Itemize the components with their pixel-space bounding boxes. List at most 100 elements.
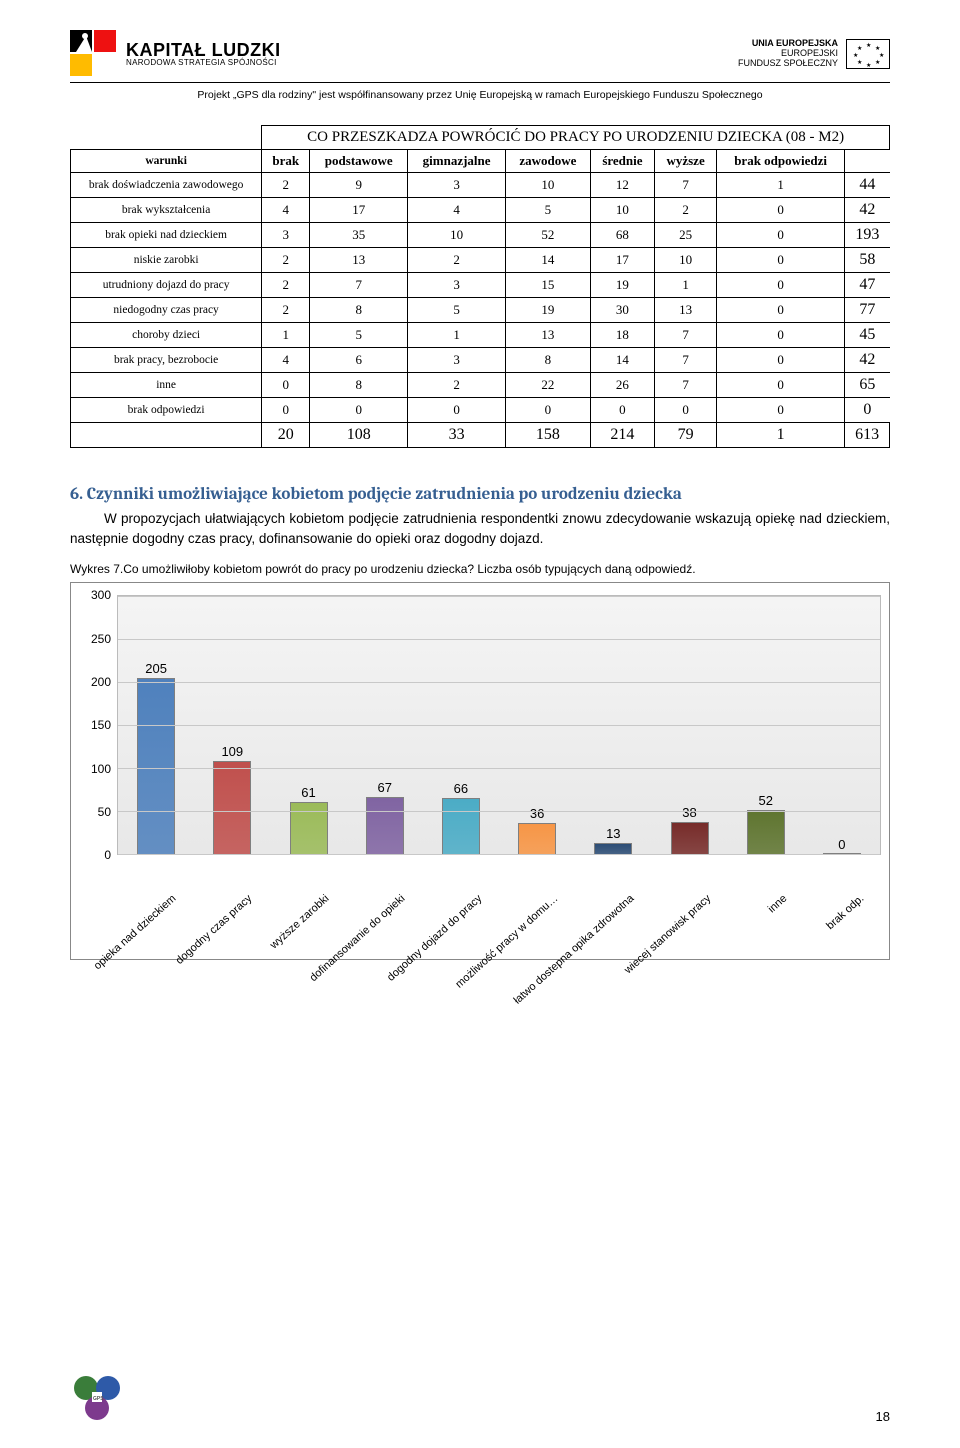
total-5: 214 (590, 423, 654, 448)
ytick-label: 250 (91, 632, 111, 646)
table-row: niskie zarobki2132141710058 (71, 248, 890, 273)
table-cell: 3 (408, 173, 506, 198)
logo-kapital-ludzki: KAPITAŁ LUDZKI NARODOWA STRATEGIA SPÓJNO… (70, 30, 281, 78)
table-cell: 4 (262, 348, 310, 373)
table-cell: 19 (590, 273, 654, 298)
table-cell: 52 (506, 223, 591, 248)
bar-value-label: 0 (838, 837, 845, 852)
table-cell: 0 (506, 398, 591, 423)
chart-plot-area: 205109616766361338520 050100150200250300 (117, 595, 881, 855)
table-cell: 4 (408, 198, 506, 223)
bar-value-label: 13 (606, 826, 620, 841)
ytick-label: 100 (91, 762, 111, 776)
logo-eu: UNIA EUROPEJSKA EUROPEJSKI FUNDUSZ SPOŁE… (738, 39, 890, 69)
table-cell: 17 (590, 248, 654, 273)
total-4: 158 (506, 423, 591, 448)
row-label: choroby dzieci (71, 323, 262, 348)
table-cell: 2 (262, 248, 310, 273)
chart-bar (594, 843, 632, 854)
col-brak: brak (262, 150, 310, 173)
page-number: 18 (876, 1409, 890, 1424)
table-cell: 5 (310, 323, 408, 348)
table-cell: 3 (408, 348, 506, 373)
row-sum: 44 (845, 173, 890, 198)
col-srednie: średnie (590, 150, 654, 173)
eu-text: UNIA EUROPEJSKA EUROPEJSKI FUNDUSZ SPOŁE… (738, 39, 838, 69)
bar-value-label: 205 (145, 661, 167, 676)
table-cell: 0 (262, 373, 310, 398)
table-cell: 0 (717, 298, 845, 323)
table-cell: 1 (717, 173, 845, 198)
table-cell: 6 (310, 348, 408, 373)
table-cell: 10 (655, 248, 717, 273)
table-cell: 7 (655, 323, 717, 348)
xtick-label: brak odp. (824, 861, 941, 979)
table-row: inne08222267065 (71, 373, 890, 398)
kl-subtitle: NARODOWA STRATEGIA SPÓJNOŚCI (126, 59, 281, 67)
kl-title: KAPITAŁ LUDZKI (126, 41, 281, 59)
chart-xlabels: opieka nad dzieckiemdogodny czas pracywy… (117, 861, 881, 951)
chart-bar (137, 678, 175, 854)
ytick-label: 200 (91, 675, 111, 689)
page: KAPITAŁ LUDZKI NARODOWA STRATEGIA SPÓJNO… (0, 0, 960, 1448)
col-podstawowe: podstawowe (310, 150, 408, 173)
row-sum: 193 (845, 223, 890, 248)
total-3: 33 (408, 423, 506, 448)
table-cell: 13 (506, 323, 591, 348)
row-sum: 0 (845, 398, 890, 423)
table-cell: 22 (506, 373, 591, 398)
chart-bar (366, 797, 404, 855)
table-cell: 19 (506, 298, 591, 323)
table-row: niedogodny czas pracy285193013077 (71, 298, 890, 323)
table-cell: 68 (590, 223, 654, 248)
table-cell: 10 (590, 198, 654, 223)
table-cell: 0 (655, 398, 717, 423)
total-1: 20 (262, 423, 310, 448)
header: KAPITAŁ LUDZKI NARODOWA STRATEGIA SPÓJNO… (70, 30, 890, 78)
row-sum: 42 (845, 198, 890, 223)
ytick-label: 50 (98, 805, 111, 819)
table-cell: 0 (408, 398, 506, 423)
table-row: brak pracy, bezrobocie4638147042 (71, 348, 890, 373)
row-label: brak wykształcenia (71, 198, 262, 223)
table-cell: 15 (506, 273, 591, 298)
table-cell: 8 (310, 298, 408, 323)
table-row: brak doświadczenia zawodowego29310127144 (71, 173, 890, 198)
table-cell: 0 (717, 223, 845, 248)
svg-text:GPS: GPS (93, 1396, 104, 1402)
eu-line3: FUNDUSZ SPOŁECZNY (738, 59, 838, 69)
col-gimnazjalne: gimnazjalne (408, 150, 506, 173)
col-warunki: warunki (71, 150, 262, 173)
row-label: brak odpowiedzi (71, 398, 262, 423)
table-cell: 0 (717, 348, 845, 373)
project-subline: Projekt „GPS dla rodziny" jest współfina… (70, 89, 890, 101)
table-row: choroby dzieci15113187045 (71, 323, 890, 348)
col-wyzsze: wyższe (655, 150, 717, 173)
table-cell: 3 (262, 223, 310, 248)
chart-bar (518, 823, 556, 854)
table-cell: 30 (590, 298, 654, 323)
table-cell: 12 (590, 173, 654, 198)
table-cell: 2 (408, 248, 506, 273)
section-6-text: W propozycjach ułatwiających kobietom po… (70, 511, 890, 546)
table-cell: 2 (408, 373, 506, 398)
table-cell: 18 (590, 323, 654, 348)
row-sum: 47 (845, 273, 890, 298)
table-header-row: warunki brak podstawowe gimnazjalne zawo… (71, 150, 890, 173)
table-cell: 14 (590, 348, 654, 373)
table-title: CO PRZESZKADZA POWRÓCIĆ DO PRACY PO UROD… (262, 126, 890, 150)
table-cell: 13 (310, 248, 408, 273)
col-zawodowe: zawodowe (506, 150, 591, 173)
table-row: brak odpowiedzi00000000 (71, 398, 890, 423)
eu-flag-icon: ★ ★ ★ ★ ★ ★ ★ ★ (846, 39, 890, 69)
total-2: 108 (310, 423, 408, 448)
table-cell: 8 (310, 373, 408, 398)
table-cell: 2 (262, 173, 310, 198)
row-label: brak pracy, bezrobocie (71, 348, 262, 373)
col-sum (845, 150, 890, 173)
table-row: brak wykształcenia41745102042 (71, 198, 890, 223)
table-cell: 25 (655, 223, 717, 248)
table-cell: 13 (655, 298, 717, 323)
table-row: utrudniony dojazd do pracy27315191047 (71, 273, 890, 298)
table-cell: 1 (655, 273, 717, 298)
